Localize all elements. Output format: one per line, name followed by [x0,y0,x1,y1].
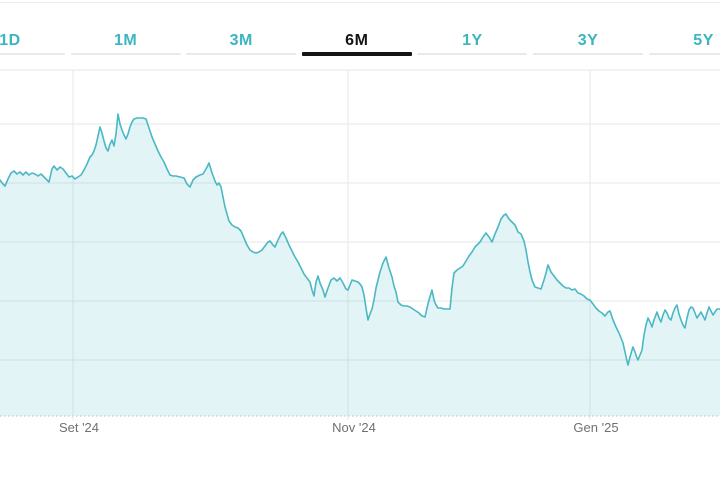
time-range-tab-bar: 1D 1M 3M 6M 1Y 3Y 5Y [0,0,720,70]
tab-3m[interactable]: 3M [183,28,299,60]
tab-underline [417,53,528,55]
tab-label: 3M [229,32,253,49]
tab-label: 1D [0,32,21,49]
series-line[interactable] [0,113,720,366]
top-divider [0,2,720,3]
x-tick-label: Nov '24 [332,420,376,435]
x-tick-label: Gen '25 [573,420,619,435]
tab-label: 1Y [462,32,483,49]
tab-3y[interactable]: 3Y [530,28,646,60]
tab-1y[interactable]: 1Y [414,28,530,60]
tab-6m[interactable]: 6M [299,28,415,60]
tab-underline [70,53,181,55]
tab-underline [533,53,643,55]
tab-label: 1M [113,32,138,49]
tab-1d[interactable]: 1D [0,28,68,60]
tab-label: 5Y [693,32,714,49]
tab-underline [301,52,412,56]
tab-label: 3Y [577,32,599,49]
tab-underline [186,53,297,55]
tab-underline [0,53,65,55]
tab-underline [648,53,720,55]
x-tick-label: Set '24 [58,420,100,435]
series-area-fill [0,114,720,416]
tab-label: 6M [345,32,369,49]
tab-5y[interactable]: 5Y [646,28,720,60]
tab-1m[interactable]: 1M [68,28,184,60]
